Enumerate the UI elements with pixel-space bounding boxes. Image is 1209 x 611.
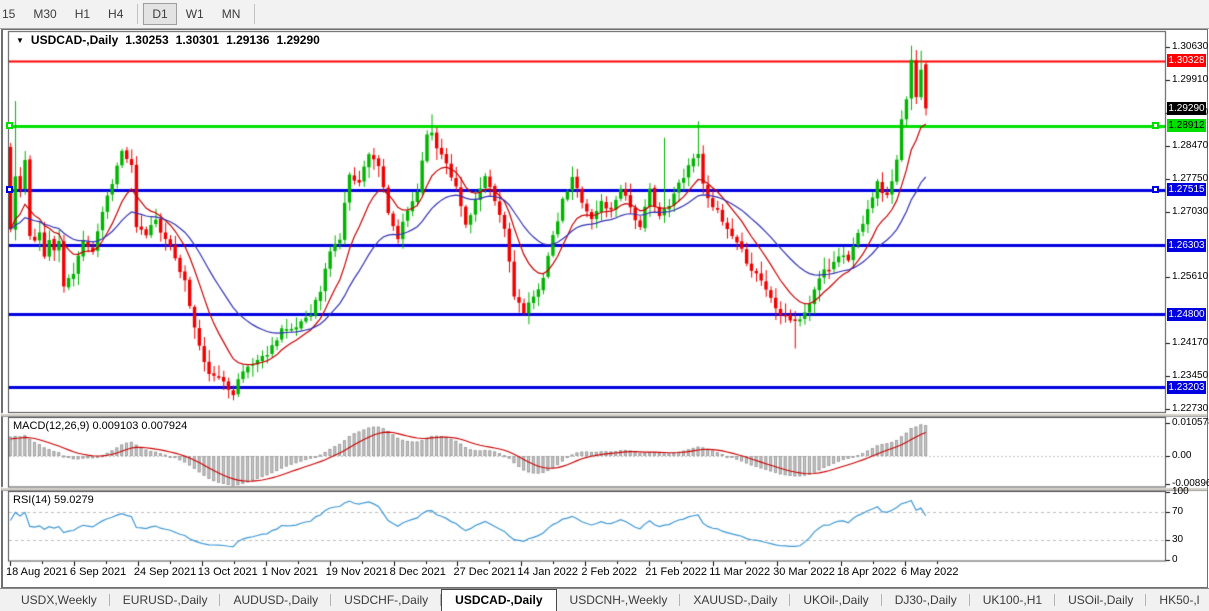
- timeframe-button-d1[interactable]: D1: [143, 3, 177, 25]
- line-anchor-handle[interactable]: [6, 185, 13, 193]
- timeframe-toolbar: 15 M30 H1 H4 D1 W1 MN: [0, 0, 1209, 29]
- chart-tab-dj30-daily[interactable]: DJ30-,Daily: [882, 589, 970, 611]
- chart-tab-audusd-daily[interactable]: AUDUSD-,Daily: [220, 589, 331, 611]
- timeframe-button-m30[interactable]: M30: [33, 7, 57, 21]
- chart-tab-eurusd-daily[interactable]: EURUSD-,Daily: [110, 589, 221, 611]
- timeframe-button-w1[interactable]: W1: [185, 7, 204, 21]
- line-anchor-handle[interactable]: [1152, 121, 1159, 129]
- chart-tab-xauusd-daily[interactable]: XAUUSD-,Daily: [680, 589, 791, 611]
- timeframe-buttons: 15 M30 H1 H4 D1 W1 MN: [0, 3, 260, 25]
- toolbar-separator: [254, 4, 256, 24]
- chart-tab-usdx-weekly[interactable]: USDX,Weekly: [8, 589, 110, 611]
- chart-tab-ukoil-daily[interactable]: UKOil-,Daily: [790, 589, 883, 611]
- chart-tabs-bar: USDX,Weekly EURUSD-,Daily AUDUSD-,Daily USD…: [0, 588, 1209, 611]
- chart-tab-usdcnh-weekly[interactable]: USDCNH-,Weekly: [557, 589, 681, 611]
- timeframe-button-h1[interactable]: H1: [74, 7, 91, 21]
- line-anchor-handle[interactable]: [1152, 185, 1159, 193]
- timeframe-button-mn[interactable]: MN: [221, 7, 241, 21]
- chart-tabs: USDX,Weekly EURUSD-,Daily AUDUSD-,Daily USD…: [8, 589, 1209, 611]
- symbol-dropdown-icon[interactable]: ▼: [16, 36, 24, 45]
- chart-tab-uk100-h1[interactable]: UK100-,H1: [970, 589, 1056, 611]
- line-anchor-handle[interactable]: [6, 121, 13, 129]
- chart-tab-usoil-daily[interactable]: USOil-,Daily: [1055, 589, 1147, 611]
- chart-tab-hk50-l[interactable]: HK50-,l: [1146, 589, 1209, 611]
- timeframe-button-h4[interactable]: H4: [108, 7, 124, 21]
- timeframe-button-15[interactable]: 15: [2, 7, 16, 21]
- toolbar-separator: [137, 4, 139, 24]
- chart-tab-usdcad-daily[interactable]: USDCAD-,Daily: [441, 589, 557, 611]
- chart-tab-usdchf-daily[interactable]: USDCHF-,Daily: [331, 589, 442, 611]
